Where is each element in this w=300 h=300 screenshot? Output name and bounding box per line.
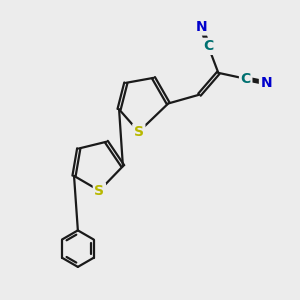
Text: C: C — [203, 39, 213, 53]
Text: N: N — [260, 76, 272, 90]
Text: N: N — [196, 20, 207, 34]
Text: S: S — [134, 125, 144, 139]
Text: S: S — [94, 184, 104, 198]
Text: C: C — [241, 72, 251, 86]
